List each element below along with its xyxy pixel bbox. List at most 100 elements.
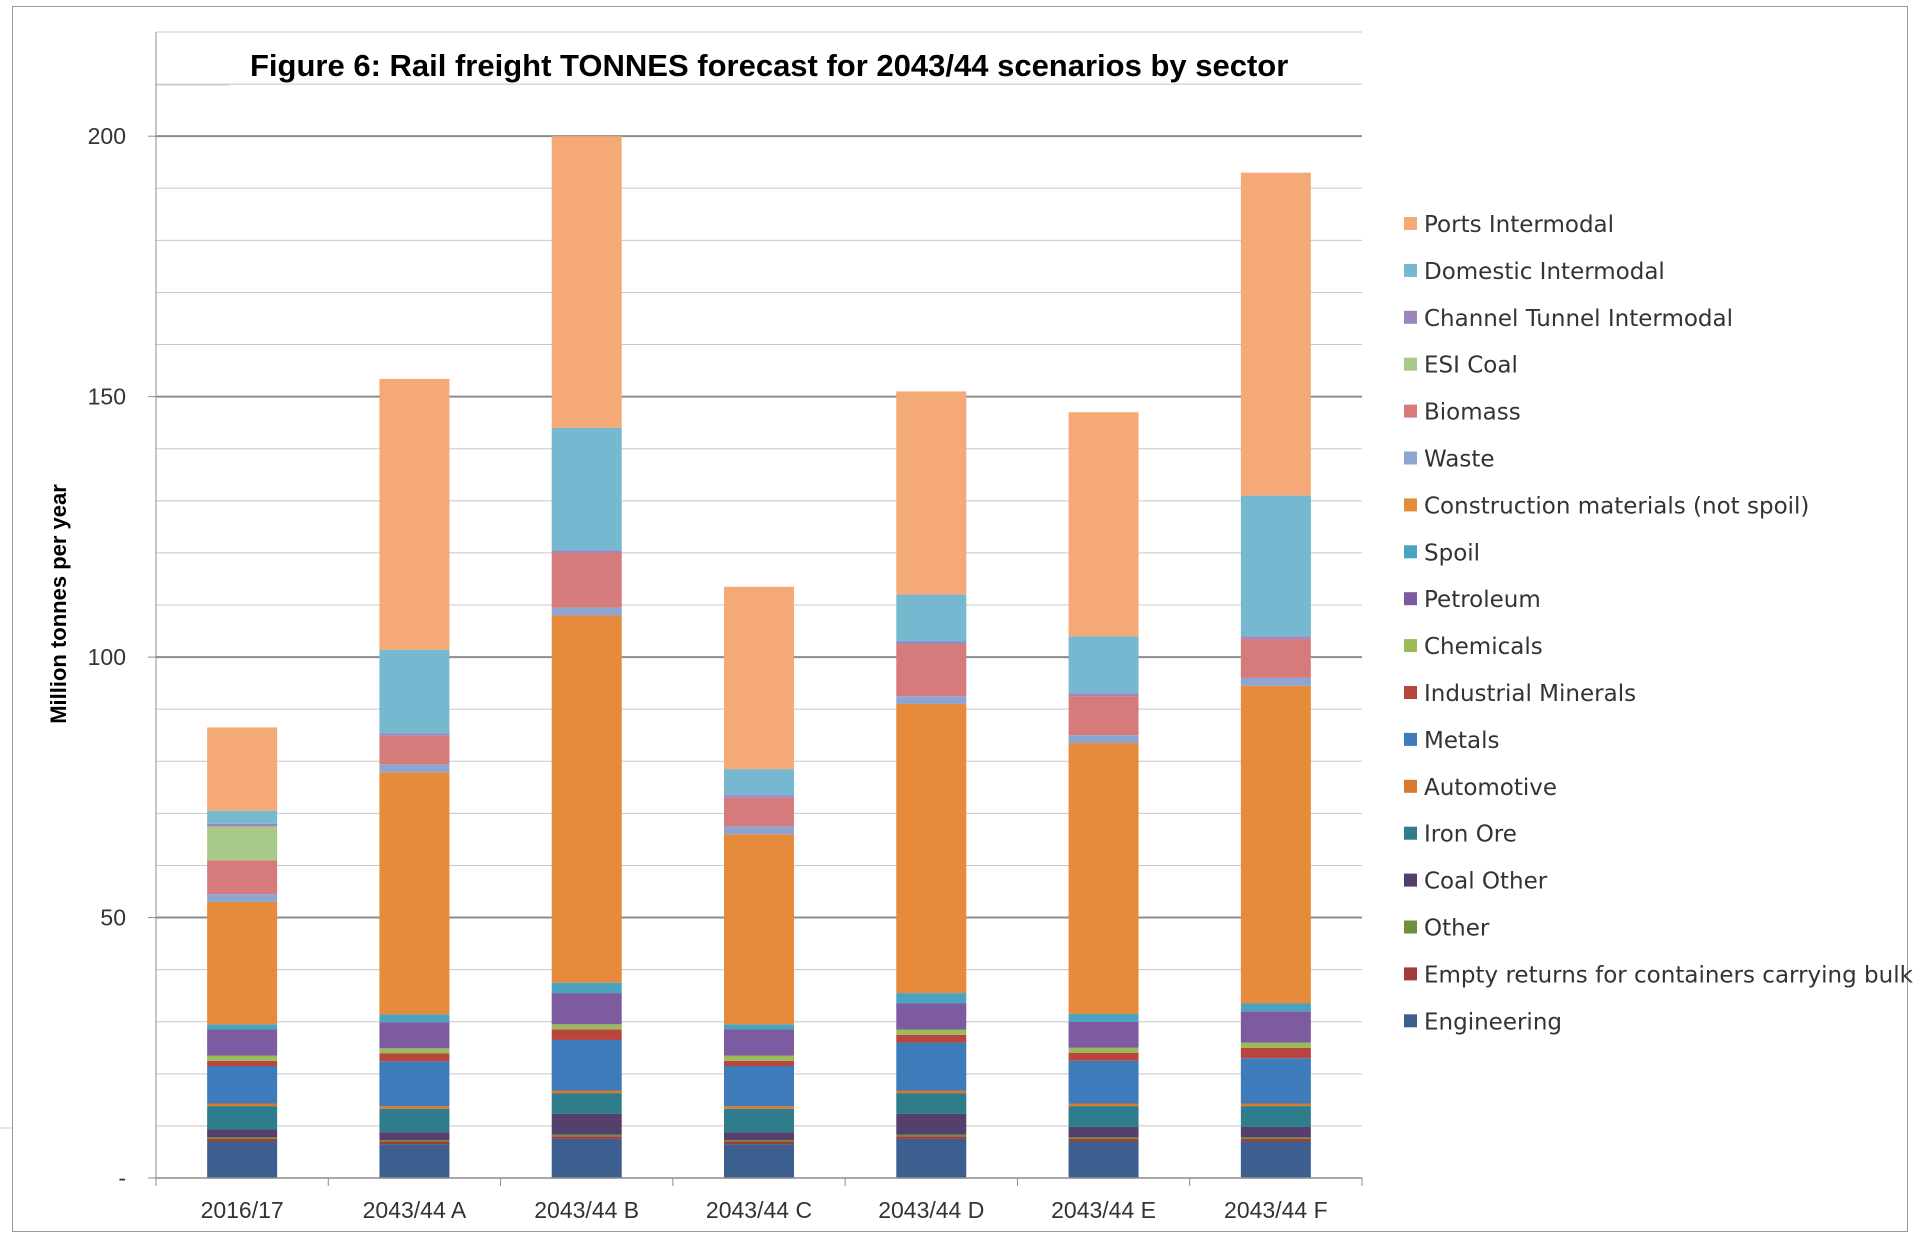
bar-segment	[379, 1014, 450, 1023]
y-tick-label: -	[118, 1165, 126, 1191]
bar-segment	[379, 1139, 450, 1142]
bar-segment	[1240, 1138, 1311, 1142]
bar-segment	[1240, 1058, 1311, 1104]
bar-segment	[379, 1061, 450, 1107]
legend-swatch	[1404, 592, 1417, 606]
bar-segment	[896, 1029, 967, 1035]
bar-segment	[896, 1034, 967, 1043]
bar-segment	[379, 1053, 450, 1062]
legend-swatch	[1404, 310, 1417, 324]
bar-segment	[551, 1138, 622, 1178]
bar-segment	[1068, 412, 1139, 637]
bar-segment	[724, 1139, 794, 1142]
legend-swatch	[1404, 686, 1417, 699]
legend-label: Other	[1424, 916, 1490, 942]
bar-segment	[207, 826, 278, 861]
bar-segment	[551, 993, 622, 1025]
legend-swatch	[1404, 873, 1417, 887]
legend-label: Automotive	[1424, 775, 1557, 801]
legend-label: Petroleum	[1424, 587, 1541, 613]
bar-segment	[724, 1066, 794, 1107]
bar-segment	[207, 860, 278, 895]
bar-segment	[1240, 1011, 1311, 1043]
bar-segment	[724, 834, 794, 1025]
bar-segment	[551, 982, 622, 994]
legend-label: ESI Coal	[1424, 353, 1518, 379]
bar-segment	[1240, 638, 1311, 678]
bar-segment	[207, 1055, 278, 1061]
legend-label: Domestic Intermodal	[1424, 259, 1665, 285]
bar-segment	[1240, 685, 1311, 1004]
x-tick-label: 2043/44 B	[534, 1197, 639, 1223]
bar-segment	[1068, 636, 1139, 694]
bar-segment	[896, 1134, 967, 1137]
bar-segment	[724, 826, 794, 835]
bar-segment	[1240, 1106, 1311, 1127]
legend-swatch	[1404, 779, 1417, 793]
x-tick-label: 2043/44 A	[363, 1197, 467, 1223]
bar-segment	[1068, 735, 1139, 744]
legend-label: Chemicals	[1424, 634, 1543, 660]
legend-swatch	[1404, 357, 1417, 371]
legend-label: Industrial Minerals	[1424, 681, 1636, 707]
legend-swatch	[1404, 217, 1417, 230]
bar-segment	[1068, 1060, 1139, 1104]
bar-segment	[1068, 1138, 1139, 1142]
bar-segment	[551, 136, 622, 428]
bar-segment	[207, 1141, 278, 1178]
bar-segment	[1240, 172, 1311, 496]
bar-segment	[1068, 1021, 1139, 1048]
bar-segment	[1068, 693, 1139, 697]
bar-segment	[551, 427, 622, 551]
bar-segment	[207, 823, 278, 827]
bar-segment	[896, 1138, 967, 1178]
chart-title: Figure 6: Rail freight TONNES forecast f…	[250, 48, 1288, 83]
bar-segment	[551, 1039, 622, 1091]
bar-segment	[1068, 743, 1139, 1014]
bar-segment	[1068, 1103, 1139, 1107]
legend-swatch	[1404, 404, 1417, 418]
bar-segment	[724, 1132, 794, 1140]
bar-segment	[207, 1129, 278, 1138]
bar-segment	[379, 649, 450, 734]
legend-label: Biomass	[1424, 400, 1521, 426]
bar-segment	[551, 552, 622, 608]
y-tick-label: 100	[88, 644, 126, 670]
bar-segment	[1068, 1141, 1139, 1178]
legend-swatch	[1404, 639, 1417, 653]
x-tick-label: 2043/44 C	[706, 1197, 812, 1223]
legend-label: Channel Tunnel Intermodal	[1424, 306, 1733, 332]
bar-segment	[724, 1106, 794, 1109]
bar-segment	[1240, 495, 1311, 637]
bar-segment	[207, 1024, 278, 1030]
bar-segment	[379, 735, 450, 765]
bar-segment	[724, 1029, 794, 1056]
bar-segment	[551, 1113, 622, 1135]
y-axis-label: Million tonnes per year	[46, 484, 71, 724]
legend-swatch	[1404, 967, 1417, 981]
bar-segment	[896, 1042, 967, 1091]
legend-label: Construction materials (not spoil)	[1424, 493, 1809, 519]
bar-segment	[551, 607, 622, 616]
legend-swatch	[1404, 263, 1417, 277]
bar-segment	[1240, 636, 1311, 639]
bar-segment	[207, 901, 278, 1025]
legend-label: Waste	[1424, 447, 1495, 473]
bar-segment	[207, 1137, 278, 1139]
bar-segment	[551, 1136, 622, 1139]
bar-segment	[379, 772, 450, 1015]
legend-label: Iron Ore	[1424, 822, 1517, 848]
y-tick-label: 50	[100, 905, 126, 931]
bar-segment	[896, 703, 967, 994]
bar-segment	[1240, 1103, 1311, 1107]
bar-segment	[1068, 1047, 1139, 1053]
bar-segment	[207, 1106, 278, 1130]
bar-segment	[724, 769, 794, 796]
legend-swatch	[1404, 1014, 1417, 1028]
bar-segment	[379, 1022, 450, 1049]
bar-segment	[379, 1048, 450, 1054]
bar-segment	[1068, 1052, 1139, 1061]
bar-segment	[551, 1024, 622, 1030]
bar-segment	[896, 993, 967, 1004]
